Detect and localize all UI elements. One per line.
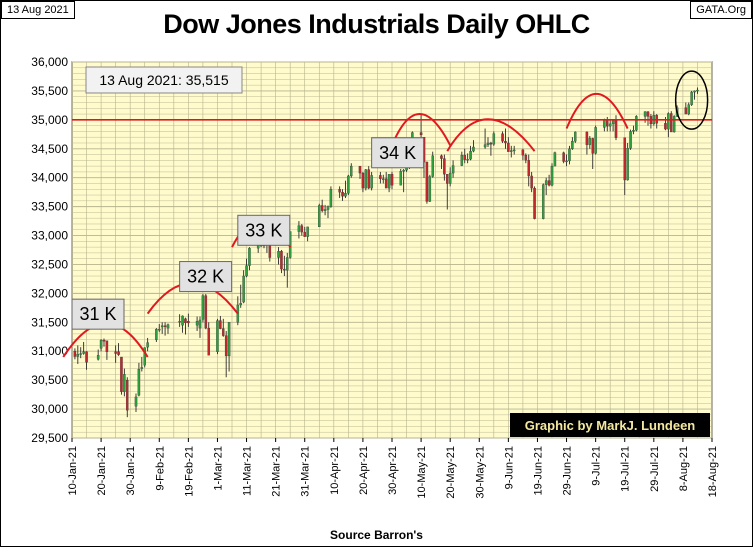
source-label: Source Barron's (330, 528, 423, 542)
brand-badge: GATA.Org (690, 1, 752, 19)
date-badge: 13 Aug 2021 (1, 1, 75, 19)
chart-title: Dow Jones Industrials Daily OHLC (163, 9, 590, 39)
